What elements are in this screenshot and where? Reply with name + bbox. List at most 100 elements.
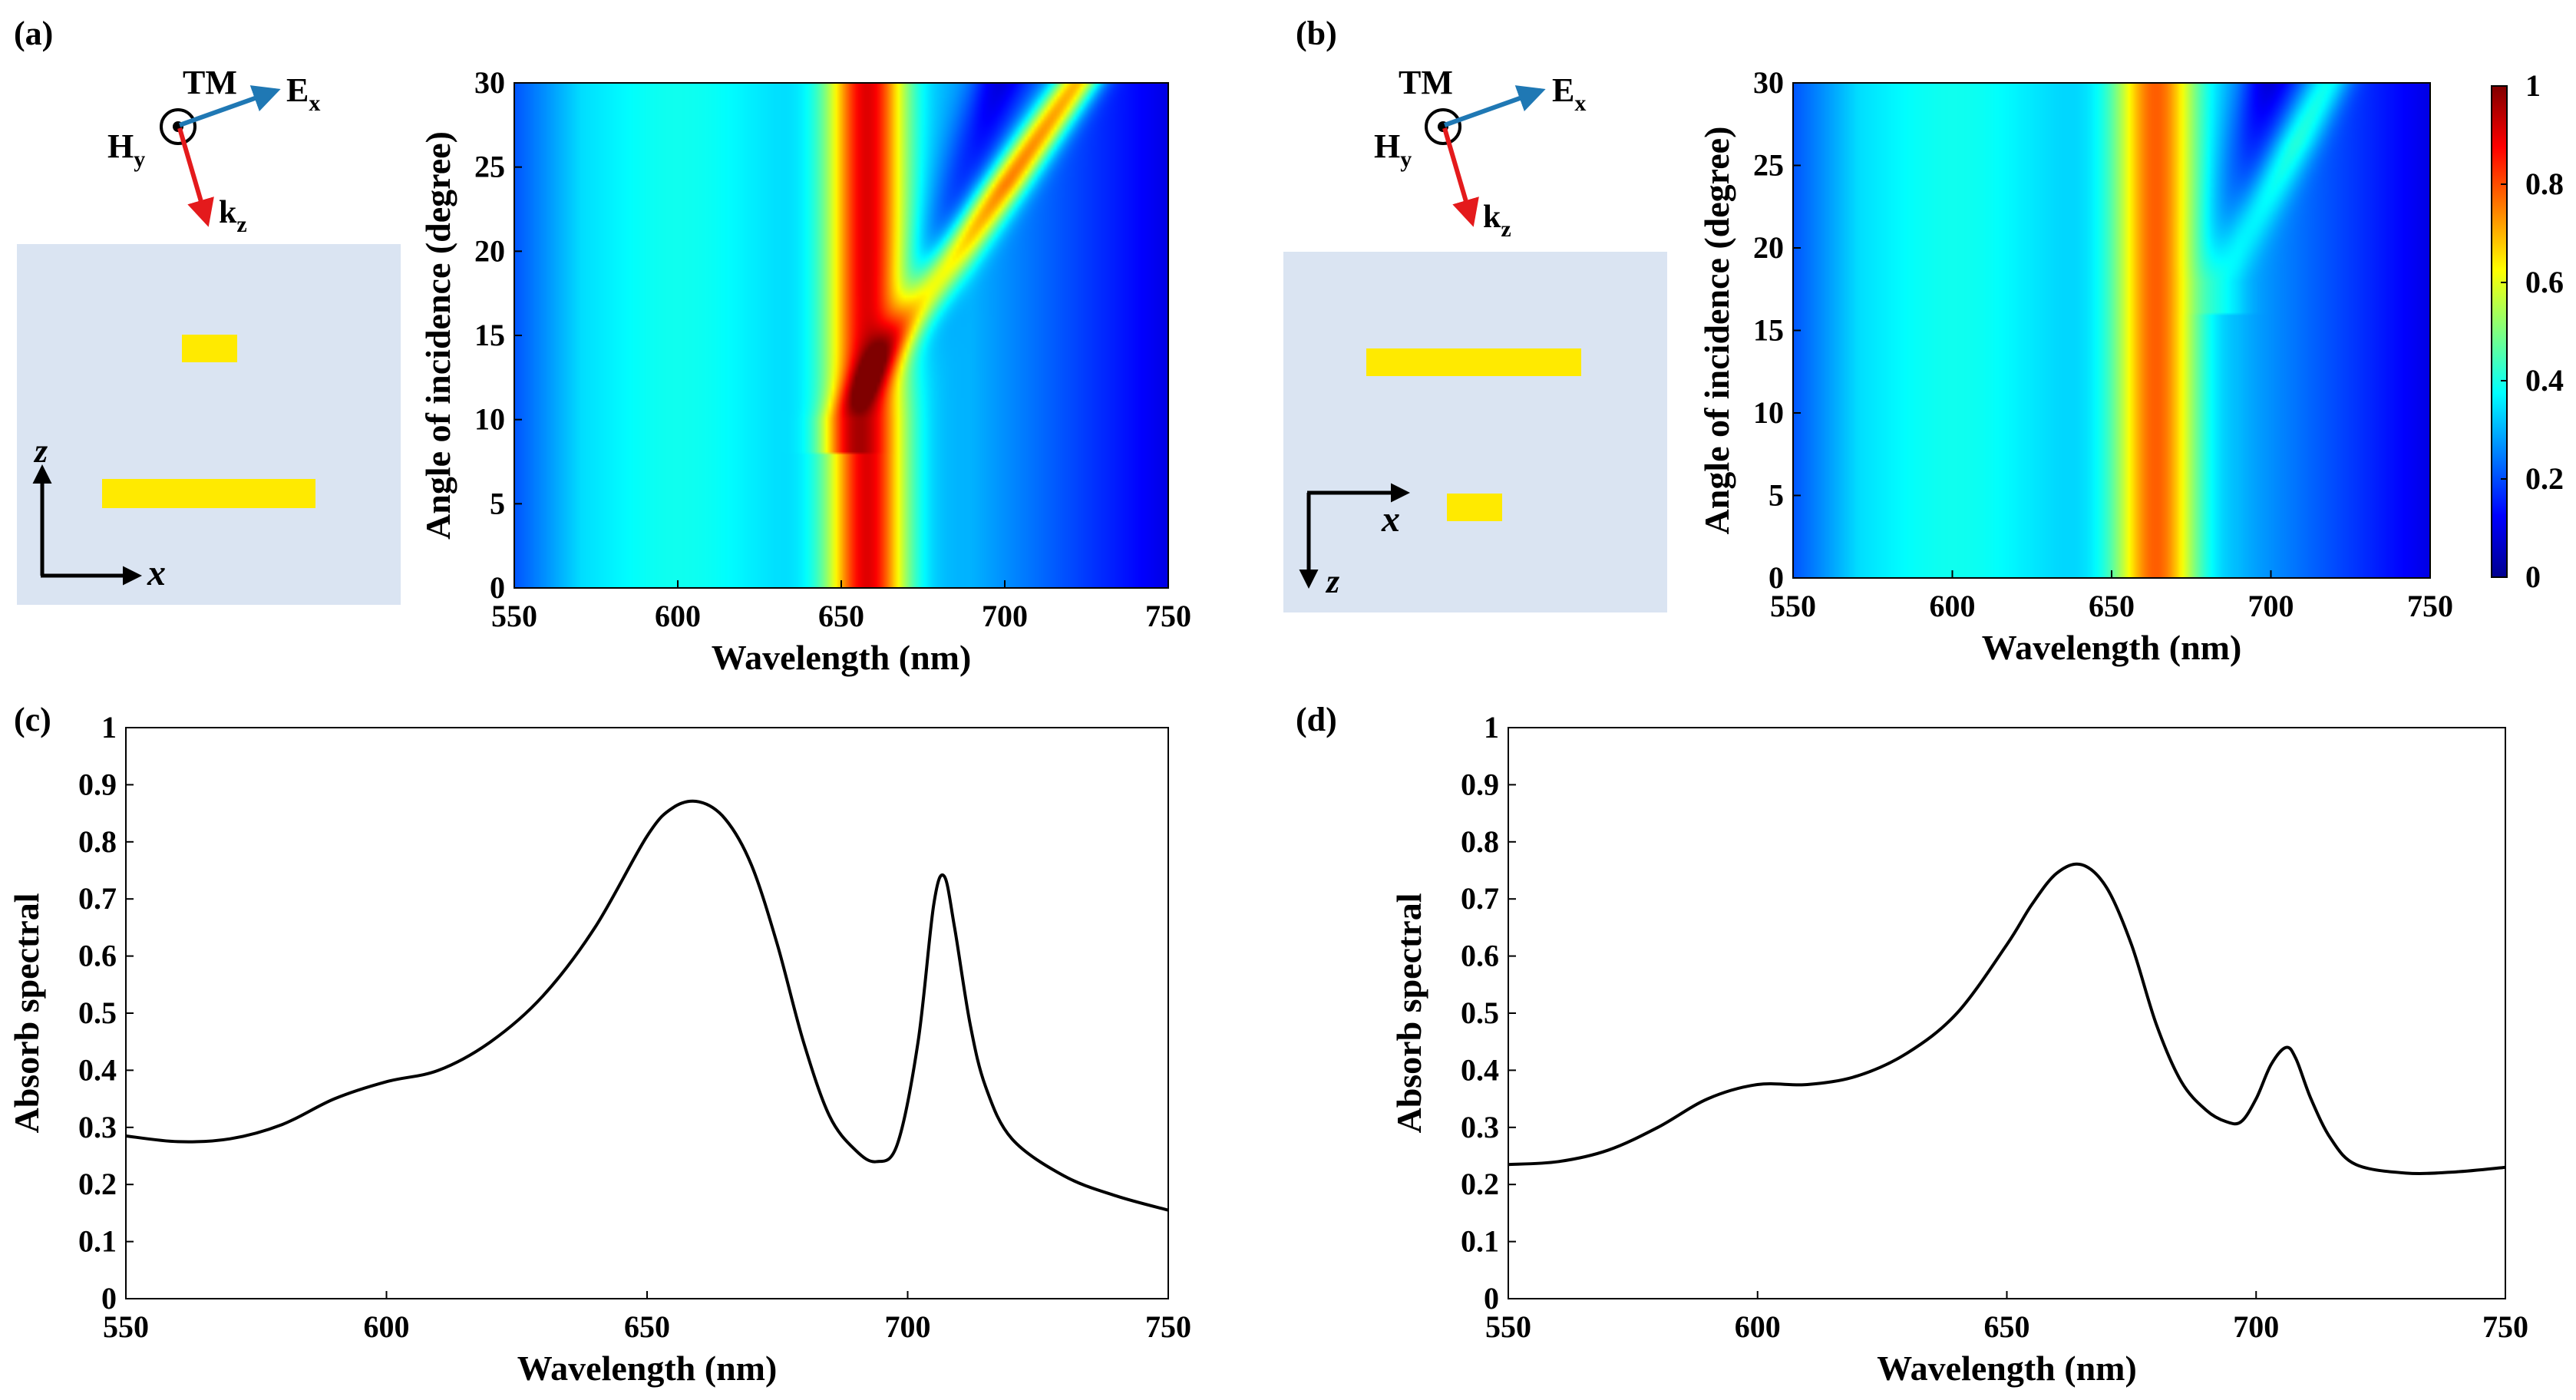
y-tick-label-a: 15 — [474, 318, 505, 352]
e-label-a: Ex — [286, 71, 320, 116]
x-tick-label-b: 700 — [2248, 589, 2294, 623]
y-tick-label-c: 0.6 — [78, 939, 117, 973]
substrate-b — [1283, 252, 1667, 612]
colorbar-tick-label: 0 — [2525, 560, 2541, 594]
colorbar-tick-label: 0.8 — [2525, 167, 2564, 201]
colorbar-gradient — [2491, 85, 2508, 578]
x-tick-label-d: 650 — [1984, 1309, 2030, 1344]
y-tick-label-b: 25 — [1753, 148, 1784, 183]
colorbar-tick-label: 0.2 — [2525, 461, 2564, 496]
nanobar-top-a — [182, 335, 237, 362]
e-field-arrow-b — [1443, 85, 1546, 127]
y-axis-title-d: Absorb spectral — [1389, 893, 1428, 1133]
h-label-b: Hy — [1374, 127, 1412, 172]
y-tick-label-b: 20 — [1753, 230, 1784, 265]
absorption-curve-c — [125, 799, 1169, 1212]
colorbar-tick-label: 0.6 — [2525, 265, 2564, 299]
x-tick-label-b: 650 — [2089, 589, 2135, 623]
tm-label-b: TM — [1399, 64, 1453, 101]
y-tick-label-d: 0.3 — [1461, 1110, 1499, 1144]
heatmap-b: 550 600 650 700 750 0 5 10 15 20 25 30 Wavelength (n… — [1697, 65, 2453, 667]
absorption-curve-d — [1508, 862, 2506, 1175]
y-tick-label-d: 0.9 — [1461, 767, 1499, 801]
x-tick-label-a: 750 — [1145, 599, 1191, 633]
y-tick-label-c: 0.3 — [78, 1110, 117, 1144]
x-axis-title-d: Wavelength (nm) — [1877, 1349, 2137, 1388]
x-tick-label-b: 550 — [1770, 589, 1816, 623]
x-tick-label-c: 750 — [1145, 1309, 1191, 1344]
x-tick-label-c: 600 — [364, 1309, 410, 1344]
heatmap-a-image — [514, 83, 1168, 588]
x-tick-label-c: 550 — [103, 1309, 149, 1344]
colorbar: 0 0.2 0.4 0.6 0.8 1 — [2491, 68, 2564, 594]
y-tick-label-c: 0.7 — [78, 881, 117, 916]
h-field-symbol-a — [160, 108, 197, 145]
y-tick-label-c: 0.4 — [78, 1052, 117, 1087]
x-tick-label-c: 650 — [624, 1309, 670, 1344]
y-tick-label-d: 0.4 — [1461, 1052, 1499, 1087]
h-field-symbol-b — [1425, 108, 1461, 145]
k-vector-arrow-a — [177, 127, 214, 227]
colorbar-tick-label: 1 — [2525, 68, 2541, 103]
x-tick-label-a: 600 — [655, 599, 701, 633]
colorbar-tick-label: 0.4 — [2525, 363, 2564, 398]
y-tick-label-d: 0.7 — [1461, 881, 1499, 916]
y-tick-label-a: 25 — [474, 150, 505, 184]
y-tick-label-c: 0.2 — [78, 1167, 117, 1201]
y-tick-label-c: 0.5 — [78, 996, 117, 1030]
y-tick-label-c: 1 — [101, 710, 117, 745]
panel-c-label: (c) — [14, 701, 51, 738]
schematic-a: z x TM Hy Ex kz — [17, 64, 401, 605]
y-tick-label-c: 0 — [101, 1281, 117, 1316]
heatmap-a: 550 600 650 700 750 0 5 10 15 20 25 30 Wavelength (n… — [418, 65, 1191, 677]
y-tick-label-b: 0 — [1769, 560, 1784, 595]
nanobar-bottom-a — [102, 479, 315, 508]
y-axis-title-c: Absorb spectral — [7, 893, 46, 1133]
x-tick-label-d: 550 — [1485, 1309, 1531, 1344]
y-tick-label-d: 0.2 — [1461, 1167, 1499, 1201]
x-axis-title-c: Wavelength (nm) — [517, 1349, 778, 1388]
h-label-a: Hy — [107, 127, 145, 172]
x-axis-title-b: Wavelength (nm) — [1982, 628, 2242, 667]
plot-frame-d — [1508, 727, 2506, 1299]
z-axis-label-b: z — [1325, 563, 1339, 600]
line-chart-d: 550 600 650 700 750 0 0.1 0.2 0.3 0.4 0.5 0.6 0.7 0.8… — [1389, 710, 2528, 1388]
e-label-b: Ex — [1552, 71, 1586, 116]
panel-d-label: (d) — [1296, 701, 1337, 738]
heatmap-b-image — [1793, 83, 2430, 578]
schematic-b: z x TM Hy Ex kz — [1283, 64, 1667, 612]
x-axis-label-a: x — [147, 553, 166, 593]
y-axis-title-b: Angle of incidence (degree) — [1697, 127, 1736, 535]
line-chart-c: 550 600 650 700 750 0 0.1 0.2 0.3 0.4 0.5 0.6 0.7 0.8… — [7, 710, 1191, 1388]
y-tick-label-a: 5 — [490, 486, 505, 520]
y-tick-label-a: 30 — [474, 65, 505, 100]
z-axis-label-a: z — [33, 432, 48, 470]
y-tick-label-d: 1 — [1484, 710, 1499, 745]
x-tick-label-d: 700 — [2233, 1309, 2279, 1344]
y-tick-label-c: 0.8 — [78, 824, 117, 859]
y-axis-title-a: Angle of incidence (degree) — [418, 131, 457, 540]
y-tick-label-d: 0.6 — [1461, 939, 1499, 973]
substrate-a — [17, 244, 401, 605]
nanobar-short-b — [1447, 494, 1502, 521]
panel-b-label: (b) — [1296, 15, 1337, 52]
x-axis-title-a: Wavelength (nm) — [712, 638, 972, 677]
y-tick-label-a: 20 — [474, 233, 505, 268]
y-tick-label-d: 0.5 — [1461, 996, 1499, 1030]
panel-a-label: (a) — [14, 15, 53, 52]
k-vector-arrow-b — [1442, 127, 1479, 227]
y-tick-label-c: 0.1 — [78, 1224, 117, 1259]
y-tick-label-d: 0 — [1484, 1281, 1499, 1316]
x-tick-label-d: 600 — [1735, 1309, 1781, 1344]
y-tick-label-b: 15 — [1753, 313, 1784, 348]
x-tick-label-d: 750 — [2482, 1309, 2528, 1344]
k-label-b: kz — [1483, 200, 1511, 242]
x-tick-label-a: 550 — [491, 599, 537, 633]
y-tick-label-d: 0.8 — [1461, 824, 1499, 859]
x-tick-label-b: 600 — [1930, 589, 1976, 623]
x-tick-label-a: 700 — [982, 599, 1028, 633]
tm-label-a: TM — [183, 64, 237, 101]
y-tick-label-a: 0 — [490, 570, 505, 605]
x-tick-label-b: 750 — [2407, 589, 2453, 623]
